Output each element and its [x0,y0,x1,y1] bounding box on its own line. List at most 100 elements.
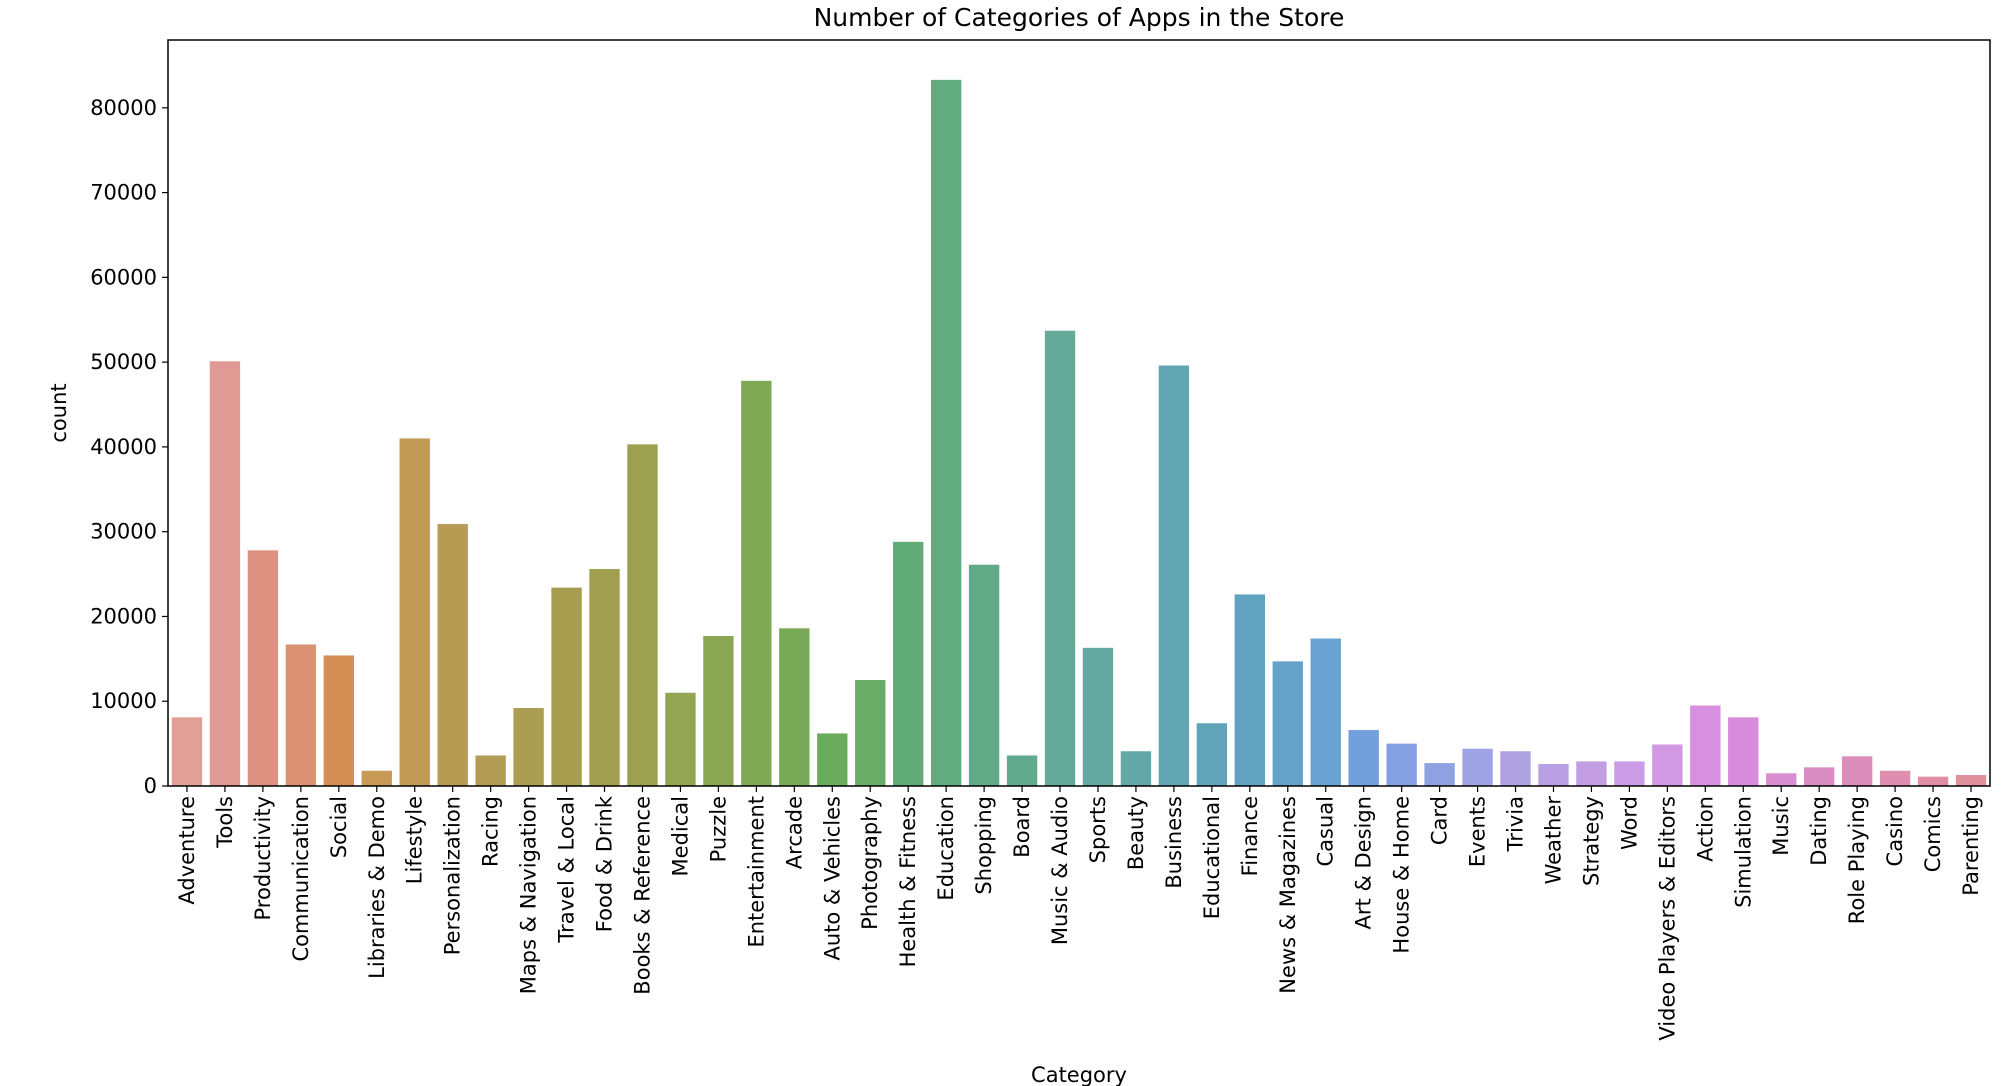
y-tick-label: 10000 [90,689,157,713]
bar [437,524,468,786]
x-tick-label: Books & Reference [630,796,654,995]
bar [1690,705,1721,786]
bar [1462,748,1493,786]
x-tick-label: Photography [858,796,882,930]
bar [968,564,1000,786]
bar [1120,751,1152,786]
x-tick-label: Puzzle [706,796,730,862]
bar [703,635,734,786]
bar [1044,330,1076,786]
x-tick-label: Board [1010,796,1034,858]
x-tick-label: Dating [1807,796,1831,866]
x-tick-label: Communication [289,796,313,962]
x-tick-label: Finance [1238,796,1262,876]
bar [551,587,582,786]
x-tick-label: Maps & Navigation [517,796,541,994]
bar [855,680,886,786]
y-tick-label: 20000 [90,604,157,628]
bar [1272,661,1303,786]
y-axis: 0 10000 20000 30000 40000 50000 60000 70000 8000… [90,96,168,798]
plot-area [171,79,1987,786]
bar [1158,365,1190,786]
y-tick-label: 40000 [90,435,157,459]
bar [1424,763,1455,786]
x-tick-label: Tools [213,796,237,849]
y-tick-label: 30000 [90,520,157,544]
x-tick-label: Personalization [441,796,465,955]
x-tick-label: Action [1693,796,1717,862]
bar [1614,761,1645,786]
bar [1538,763,1569,786]
x-tick-label: Entertainment [744,796,768,948]
x-tick-label: Food & Drink [593,795,617,932]
bar [665,692,696,786]
bar [1386,743,1417,786]
bar [247,550,279,786]
x-tick-label: Sports [1086,796,1110,863]
x-tick-label: Shopping [972,796,996,895]
bar [1728,717,1759,786]
bar [285,644,317,786]
x-tick-label: Educational [1200,796,1224,919]
bar [817,733,848,786]
x-tick-label: Lifestyle [403,796,427,884]
x-axis-label: Category [1031,1063,1127,1086]
bar [1841,756,1873,786]
x-tick-label: Health & Fitness [896,796,920,967]
bar [399,438,430,786]
x-tick-label: Simulation [1731,796,1755,908]
bar [1917,776,1949,786]
bar [1879,770,1911,786]
bar [627,444,658,786]
x-axis: Adventure Tools Productivity Communication S… [175,786,1983,1041]
bar [1310,638,1341,786]
x-tick-label: Medical [668,796,692,876]
bar [893,541,924,786]
y-axis-label: count [47,383,71,442]
x-tick-label: Racing [479,796,503,867]
x-tick-label: Productivity [251,796,275,921]
bar [171,717,203,786]
bar [1234,594,1265,786]
bar [1348,730,1379,786]
x-tick-label: Weather [1541,796,1565,885]
bar [1006,755,1038,786]
x-tick-label: Travel & Local [555,796,579,944]
x-tick-label: Adventure [175,796,199,905]
x-tick-label: Trivia [1504,796,1528,852]
y-tick-label: 70000 [90,181,157,205]
x-tick-label: Casual [1314,796,1338,867]
x-tick-label: Art & Design [1352,796,1376,929]
bar [1766,773,1797,786]
x-tick-label: Strategy [1579,796,1603,886]
x-tick-label: Casino [1883,796,1907,866]
x-tick-label: Video Players & Editors [1655,796,1679,1041]
x-tick-label: Education [934,796,958,901]
y-tick-label: 60000 [90,265,157,289]
bar [1082,647,1114,786]
bar [1576,761,1607,786]
x-tick-label: Word [1617,796,1641,850]
bar [323,655,354,786]
x-tick-label: Parenting [1959,796,1983,896]
chart-title: Number of Categories of Apps in the Stor… [814,3,1345,32]
bar [513,708,544,786]
bar [1196,723,1228,786]
y-tick-label: 0 [144,774,157,798]
bar [779,628,810,786]
x-tick-label: Music [1769,796,1793,856]
x-tick-label: Card [1428,796,1452,845]
x-tick-label: Auto & Vehicles [820,796,844,961]
bar [930,79,962,786]
bar [741,380,772,786]
x-tick-label: Arcade [782,796,806,869]
y-tick-label: 80000 [90,96,157,120]
bar [1652,744,1683,786]
x-tick-label: News & Magazines [1276,796,1300,994]
bar [1804,767,1835,786]
plot-frame [167,39,1991,787]
x-tick-label: Role Playing [1845,796,1869,924]
bar [1500,751,1531,786]
x-tick-label: House & Home [1390,796,1414,954]
